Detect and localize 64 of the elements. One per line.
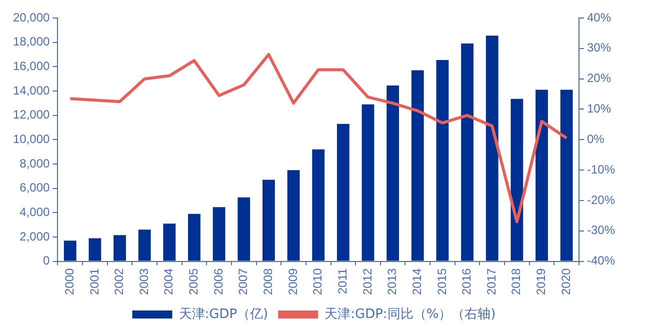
bar [212, 207, 226, 261]
x-tick-label: 2004 [162, 268, 176, 296]
bar [114, 235, 126, 261]
bar [386, 86, 400, 261]
x-tick-label: 2000 [62, 268, 76, 296]
y2-tick-label: -40% [586, 254, 616, 268]
bar [336, 124, 350, 261]
bar [411, 70, 424, 261]
bar [510, 98, 524, 261]
bar [461, 44, 474, 261]
x-tick-label: 2007 [236, 268, 250, 296]
y-tick-label: 20,000 [13, 10, 50, 24]
x-tick-label: 2012 [360, 268, 374, 296]
bar [88, 238, 102, 261]
y2-tick-label: -20% [586, 192, 616, 207]
x-tick-label: 2020 [558, 268, 573, 296]
bar [262, 180, 275, 261]
bar [64, 240, 76, 261]
x-tick-label: 2019 [534, 268, 548, 296]
x-tick-label: 2014 [410, 268, 424, 296]
x-tick-label: 2009 [286, 268, 300, 296]
x-tick-label: 2002 [112, 268, 126, 296]
y2-tick-label: 40% [586, 10, 612, 24]
x-tick-label: 2006 [211, 268, 226, 296]
x-tick-label: 2011 [335, 268, 350, 294]
legend-label: 天津:GDP（亿) [178, 306, 268, 322]
x-tick-label: 2016 [460, 268, 474, 296]
y-tick-label: 4,000 [20, 204, 50, 219]
bar [362, 104, 374, 261]
x-tick-label: 2008 [261, 268, 276, 296]
x-tick-label: 2013 [385, 268, 400, 296]
bar [238, 197, 250, 261]
bar [536, 90, 548, 261]
y-tick-label: 16,000 [13, 58, 50, 73]
bar [163, 224, 176, 261]
bar [188, 214, 200, 261]
y2-tick-label: 30% [586, 40, 612, 55]
y2-tick-label: -10% [586, 162, 616, 176]
y2-tick-label: 20% [586, 71, 612, 86]
y-tick-label: 12,000 [13, 108, 50, 122]
y-tick-label: 14,000 [13, 83, 50, 98]
x-tick-label: 2003 [136, 268, 151, 296]
x-tick-label: 2015 [434, 268, 449, 296]
y-tick-label: 8,000 [20, 156, 50, 170]
y-tick-label: 2,000 [20, 229, 50, 244]
y2-tick-label: 0% [586, 132, 605, 146]
x-tick-label: 2018 [509, 268, 524, 296]
legend-label: 天津:GDP:同比（%）（右轴) [324, 306, 496, 322]
y2-tick-label: 10% [586, 102, 612, 116]
y-tick-label: 18,000 [13, 34, 50, 49]
x-tick-label: 2001 [87, 268, 102, 296]
y2-tick-label: -30% [586, 223, 616, 238]
bar [486, 36, 498, 261]
x-tick-label: 2010 [310, 268, 325, 296]
bar [138, 230, 151, 261]
bar [560, 90, 573, 261]
bar [312, 149, 325, 261]
y-tick-label: 10,000 [13, 132, 50, 146]
y-tick-label: 6,000 [20, 180, 50, 195]
x-tick-label: 2005 [186, 268, 201, 296]
x-tick-label: 2017 [484, 268, 498, 296]
bar [436, 60, 449, 261]
bar [287, 170, 300, 261]
y-tick-label: 0 [43, 254, 50, 268]
